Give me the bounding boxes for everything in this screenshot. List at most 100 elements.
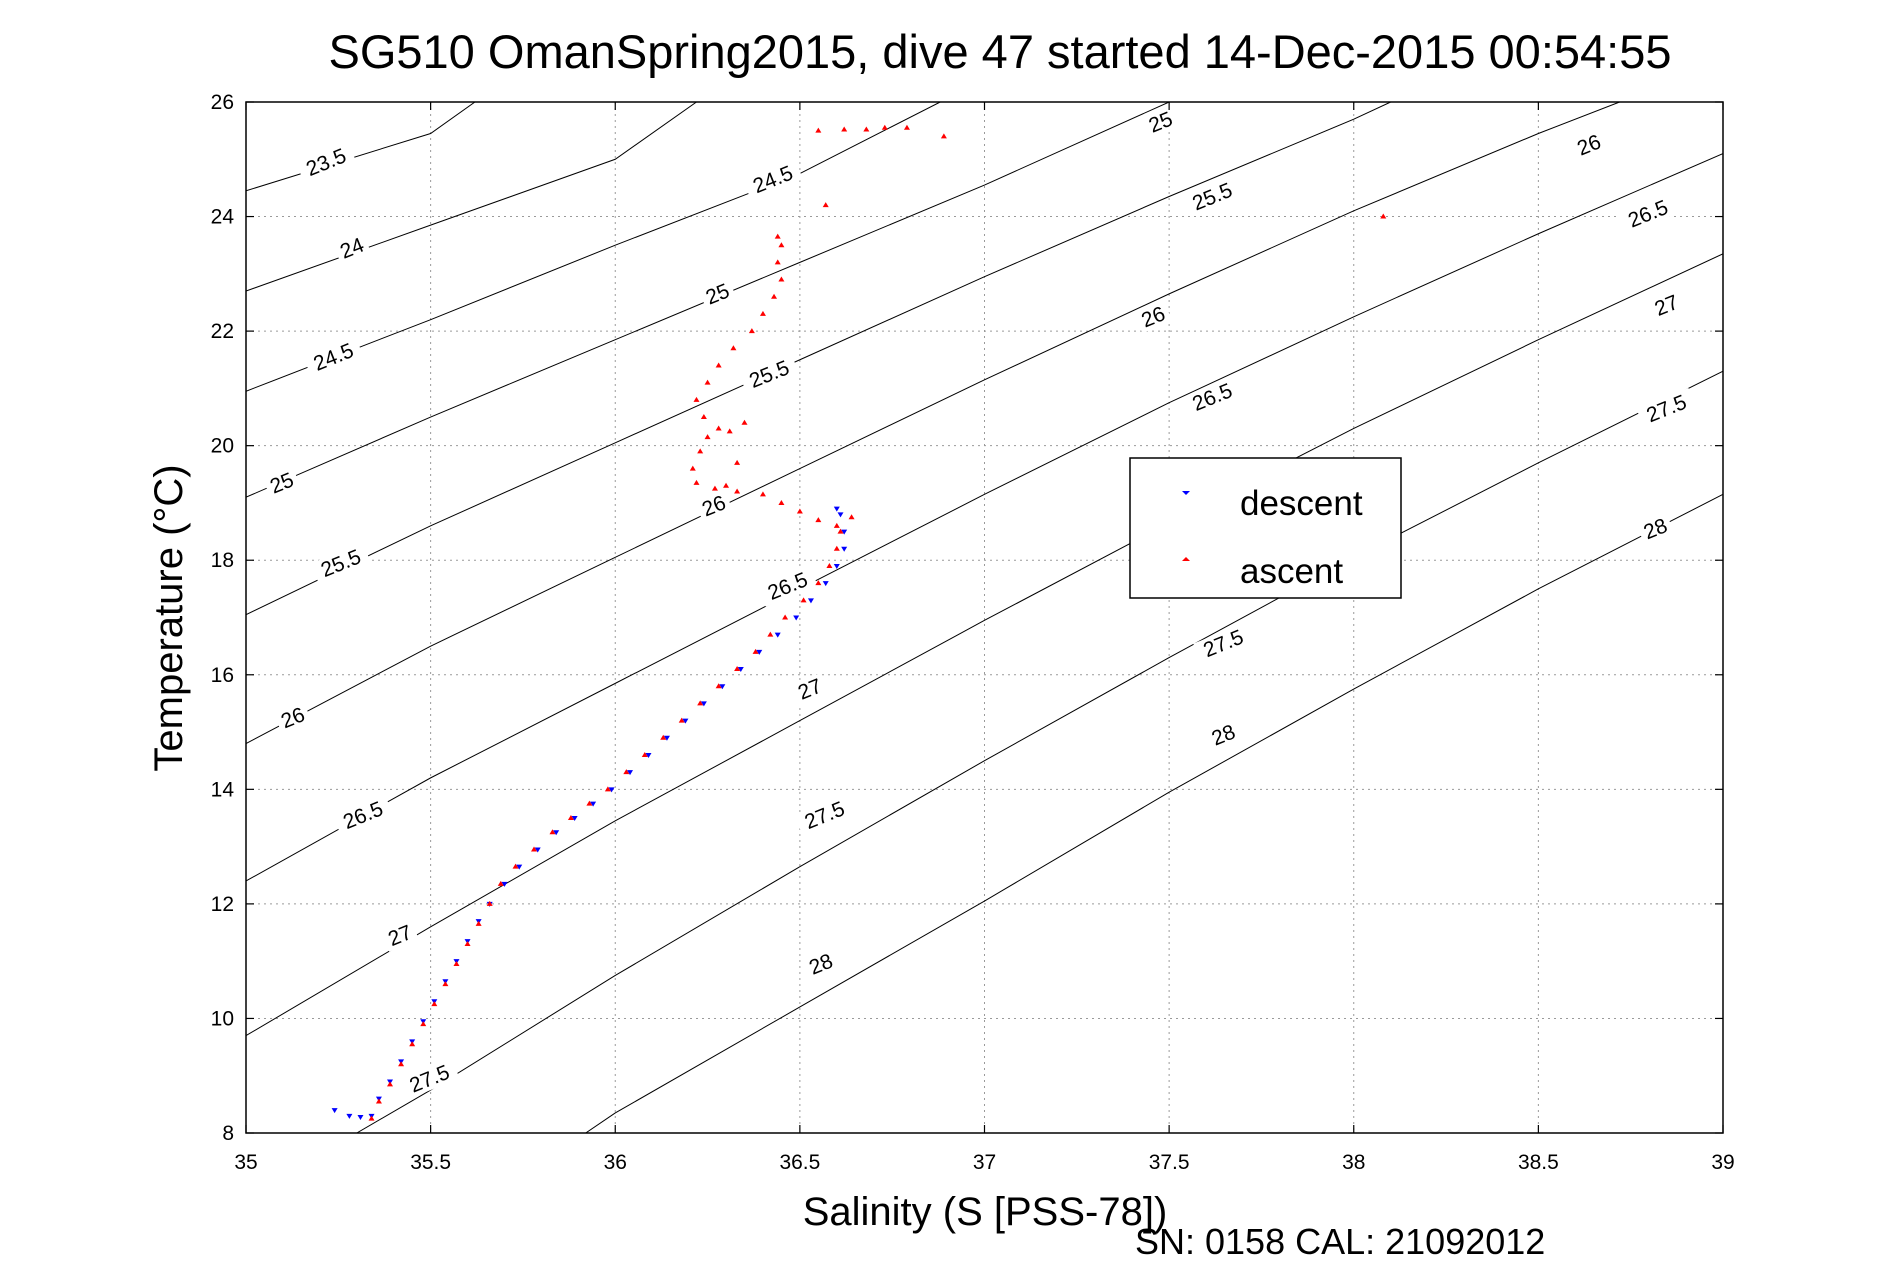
descent-point [841, 546, 848, 552]
isopycnal-labels: 23.5 24 24.5 25 25.5 26 26.5 27 27.5 24.5 25 25.5 26… [262, 105, 1697, 1100]
isopycnal-line [246, 253, 1723, 1037]
ascent-point [730, 345, 737, 351]
isopycnal-label-group: 25 [698, 277, 737, 311]
isopycnal-label-group: 27 [790, 672, 829, 706]
ascent-point [368, 1115, 375, 1121]
isopycnal-label-group: 24.5 [742, 158, 803, 201]
descent-point [700, 701, 707, 707]
descent-point [756, 649, 763, 655]
isopycnal-label: 25.5 [318, 545, 365, 582]
ascent-point [796, 508, 803, 514]
ascent-point [752, 648, 759, 654]
y-tick-label: 26 [211, 91, 234, 114]
ascent-point [715, 683, 722, 689]
isopycnal-label: 27.5 [1643, 391, 1690, 428]
isopycnal-label-bg [801, 947, 840, 981]
isopycnal-label-bg [1636, 387, 1697, 430]
isopycnal-label-bg [739, 353, 800, 395]
isopycnal-label-group: 24 [333, 231, 371, 265]
isopycnal-label: 24.5 [310, 339, 357, 376]
isopycnal-label-group: 25 [262, 466, 301, 500]
y-tick-label: 14 [211, 778, 235, 801]
ascent-point [431, 1001, 438, 1007]
isopycnal-label: 24.5 [750, 162, 797, 199]
isopycnal-label-bg [1617, 193, 1679, 235]
descent-point [608, 787, 615, 793]
ascent-point [700, 414, 707, 420]
descent-point [837, 512, 844, 518]
ascent-point [715, 362, 722, 368]
chart-title: SG510 OmanSpring2015, dive 47 started 14… [329, 25, 1672, 78]
isopycnal-label-group: 26 [273, 701, 312, 735]
descent-point [346, 1113, 353, 1119]
ascent-point [567, 814, 574, 820]
descent-point [627, 770, 634, 776]
x-axis-label: Salinity (S [PSS-78]) [803, 1190, 1168, 1234]
x-tick-label: 37.5 [1149, 1151, 1190, 1174]
isopycnal-label-group: 27.5 [794, 794, 855, 836]
y-axis-label: Temperature (°C) [147, 464, 191, 771]
isopycnal-line [585, 493, 1723, 1133]
isopycnal-label-group: 27 [1647, 289, 1686, 322]
isopycnal-label-group: 28 [801, 947, 840, 981]
isopycnal-label-group: 27 [381, 919, 419, 952]
isopycnal-label-bg [1134, 300, 1173, 334]
y-tick-label: 8 [222, 1122, 234, 1145]
ascent-point [726, 428, 733, 434]
ascent-point [863, 126, 870, 132]
ascent-point [778, 276, 785, 282]
isopycnal-label-bg [1141, 105, 1180, 139]
y-tick-label: 10 [211, 1007, 234, 1030]
isopycnal-label-bg [1647, 289, 1686, 322]
x-tick-label: 38 [1342, 1151, 1365, 1174]
ascent-point [697, 700, 704, 706]
ascent-point [940, 133, 947, 139]
ascent-point [881, 124, 888, 130]
ascent-point [453, 961, 460, 967]
ascent-point [623, 769, 630, 775]
isopycnal-label-bg [694, 489, 733, 523]
isopycnal-line [246, 153, 1723, 882]
descent-point [663, 735, 670, 741]
ascent-point [822, 202, 829, 208]
ascent-point [486, 900, 493, 906]
descent-point [682, 718, 689, 724]
isopycnal-label-bg [399, 1057, 460, 1100]
ascent-point [512, 863, 519, 869]
descent-point [793, 615, 800, 621]
isopycnal-label-group: 26 [1569, 128, 1608, 162]
ascent-point [1380, 213, 1387, 219]
ascent-point [398, 1061, 405, 1067]
isopycnal-label-group: 25.5 [1182, 175, 1243, 218]
ascent-point [475, 920, 482, 926]
data-points [331, 124, 1387, 1121]
isopycnal-label-group: 25.5 [310, 542, 371, 584]
ascent-point [734, 459, 741, 465]
grid [245, 101, 1724, 1134]
isopycnal-label-bg [333, 231, 371, 265]
isopycnal-label-bg [698, 277, 737, 311]
isopycnal-label-group: 26 [1134, 300, 1173, 334]
ascent-point [420, 1021, 427, 1027]
y-tick-label: 18 [211, 549, 234, 572]
descent-point [807, 598, 814, 604]
ascent-point [531, 846, 538, 852]
isopycnal-label-group: 28 [1204, 718, 1243, 752]
isopycnal-label-group: 27.5 [399, 1057, 460, 1100]
ascent-point [778, 242, 785, 248]
ascent-point [734, 666, 741, 672]
isopycnal-line [246, 102, 941, 392]
ascent-point [604, 786, 611, 792]
ascent-point [704, 434, 711, 440]
y-tick-label: 16 [211, 664, 234, 687]
ascent-point [497, 880, 504, 886]
descent-point [534, 847, 541, 853]
descent-point [833, 563, 840, 569]
ascent-point [711, 485, 718, 491]
ascent-point [748, 328, 755, 334]
descent-point [590, 801, 597, 807]
legend-label-descent: descent [1240, 484, 1363, 523]
isopycnal-label: 23.5 [303, 144, 350, 181]
descent-point [501, 881, 508, 887]
isopycnal-line [246, 102, 1391, 616]
